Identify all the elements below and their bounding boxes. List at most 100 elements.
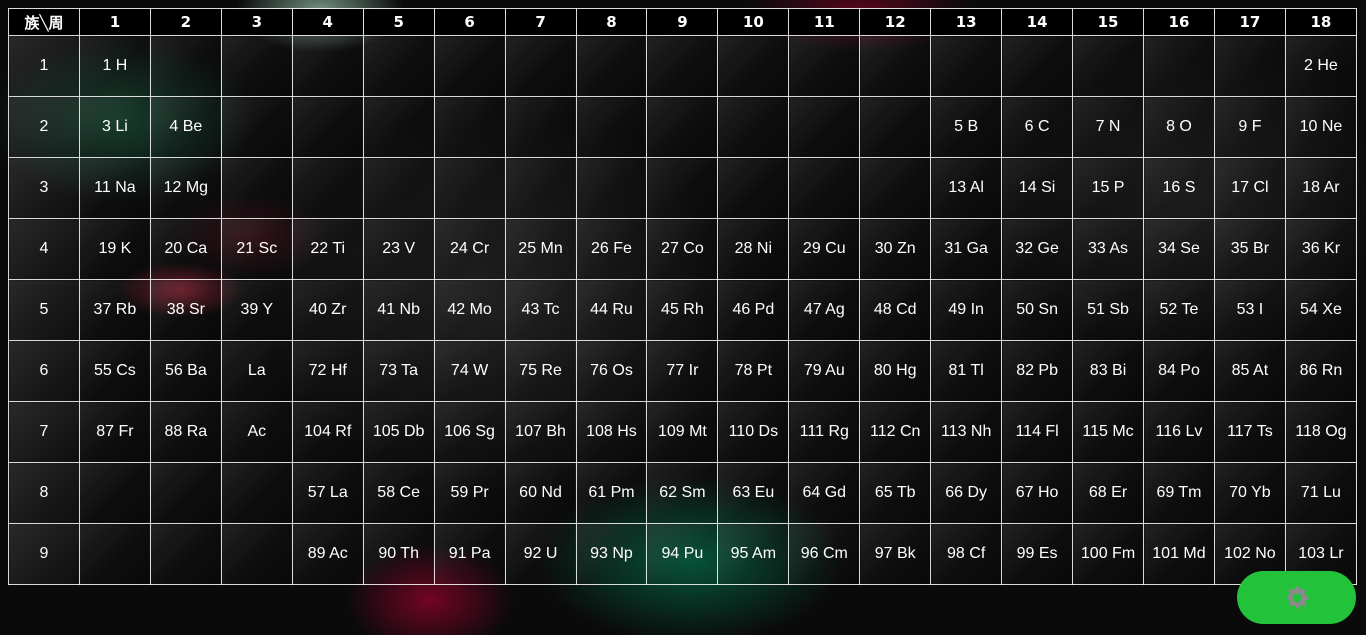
element-cell[interactable]: 60 Nd <box>504 462 577 524</box>
element-cell[interactable]: 85 At <box>1213 340 1286 402</box>
element-cell[interactable]: 4 Be <box>149 96 222 158</box>
element-cell[interactable]: 23 V <box>362 218 435 280</box>
element-cell[interactable]: 11 Na <box>78 157 151 219</box>
element-cell[interactable]: 116 Lv <box>1143 401 1215 463</box>
element-cell[interactable]: 115 Mc <box>1072 401 1144 463</box>
element-cell[interactable]: 47 Ag <box>788 279 861 341</box>
element-cell[interactable]: 98 Cf <box>930 523 1003 585</box>
element-cell[interactable]: 94 Pu <box>646 523 719 585</box>
element-cell[interactable]: 9 F <box>1213 96 1286 158</box>
element-cell[interactable]: 77 Ir <box>646 340 719 402</box>
element-cell[interactable]: 40 Zr <box>291 279 364 341</box>
element-cell[interactable]: 82 Pb <box>1001 340 1074 402</box>
element-cell[interactable]: 55 Cs <box>78 340 151 402</box>
element-cell[interactable]: 57 La <box>291 462 364 524</box>
element-cell[interactable]: 84 Po <box>1143 340 1215 402</box>
element-cell[interactable]: 104 Rf <box>291 401 364 463</box>
element-cell[interactable]: 99 Es <box>1001 523 1074 585</box>
element-cell[interactable]: 100 Fm <box>1072 523 1144 585</box>
element-cell[interactable]: 96 Cm <box>788 523 861 585</box>
element-cell[interactable]: 45 Rh <box>646 279 719 341</box>
element-cell[interactable]: 14 Si <box>1001 157 1074 219</box>
element-cell[interactable]: 6 C <box>1001 96 1074 158</box>
element-cell[interactable]: 89 Ac <box>291 523 364 585</box>
element-cell[interactable]: 34 Se <box>1143 218 1215 280</box>
element-cell[interactable]: 81 Tl <box>930 340 1003 402</box>
element-cell[interactable]: 61 Pm <box>575 462 648 524</box>
element-cell[interactable]: 79 Au <box>788 340 861 402</box>
element-cell[interactable]: 43 Tc <box>504 279 577 341</box>
element-cell[interactable]: 42 Mo <box>433 279 506 341</box>
element-cell[interactable]: 86 Rn <box>1284 340 1358 402</box>
element-cell[interactable]: 92 U <box>504 523 577 585</box>
element-cell[interactable]: 15 P <box>1072 157 1144 219</box>
element-cell[interactable]: 101 Md <box>1143 523 1215 585</box>
element-cell[interactable]: 16 S <box>1143 157 1215 219</box>
element-cell[interactable]: 20 Ca <box>149 218 222 280</box>
element-cell[interactable]: 74 W <box>433 340 506 402</box>
element-cell[interactable]: 5 B <box>930 96 1003 158</box>
element-cell[interactable]: 56 Ba <box>149 340 222 402</box>
element-cell[interactable]: 10 Ne <box>1284 96 1358 158</box>
element-cell[interactable]: 76 Os <box>575 340 648 402</box>
element-cell[interactable]: 21 Sc <box>220 218 293 280</box>
element-cell[interactable]: 78 Pt <box>717 340 790 402</box>
element-cell[interactable]: 65 Tb <box>859 462 932 524</box>
element-cell[interactable]: 36 Kr <box>1284 218 1358 280</box>
element-cell[interactable]: 88 Ra <box>149 401 222 463</box>
element-cell[interactable]: 112 Cn <box>859 401 932 463</box>
element-cell[interactable]: La <box>220 340 293 402</box>
element-cell[interactable]: 13 Al <box>930 157 1003 219</box>
element-cell[interactable]: 93 Np <box>575 523 648 585</box>
element-cell[interactable]: 69 Tm <box>1143 462 1215 524</box>
element-cell[interactable]: 107 Bh <box>504 401 577 463</box>
element-cell[interactable]: 3 Li <box>78 96 151 158</box>
element-cell[interactable]: 80 Hg <box>859 340 932 402</box>
element-cell[interactable]: 63 Eu <box>717 462 790 524</box>
element-cell[interactable]: 114 Fl <box>1001 401 1074 463</box>
element-cell[interactable]: 28 Ni <box>717 218 790 280</box>
element-cell[interactable]: 27 Co <box>646 218 719 280</box>
element-cell[interactable]: 25 Mn <box>504 218 577 280</box>
element-cell[interactable]: 53 I <box>1213 279 1286 341</box>
element-cell[interactable]: 35 Br <box>1213 218 1286 280</box>
settings-button[interactable] <box>1237 571 1356 624</box>
element-cell[interactable]: 46 Pd <box>717 279 790 341</box>
element-cell[interactable]: 24 Cr <box>433 218 506 280</box>
element-cell[interactable]: 1 H <box>78 35 151 97</box>
element-cell[interactable]: 26 Fe <box>575 218 648 280</box>
element-cell[interactable]: 18 Ar <box>1284 157 1358 219</box>
element-cell[interactable]: 31 Ga <box>930 218 1003 280</box>
element-cell[interactable]: 117 Ts <box>1213 401 1286 463</box>
element-cell[interactable]: 108 Hs <box>575 401 648 463</box>
element-cell[interactable]: 2 He <box>1284 35 1358 97</box>
element-cell[interactable]: 97 Bk <box>859 523 932 585</box>
element-cell[interactable]: 19 K <box>78 218 151 280</box>
element-cell[interactable]: 72 Hf <box>291 340 364 402</box>
element-cell[interactable]: 64 Gd <box>788 462 861 524</box>
element-cell[interactable]: 54 Xe <box>1284 279 1358 341</box>
element-cell[interactable]: 39 Y <box>220 279 293 341</box>
element-cell[interactable]: 75 Re <box>504 340 577 402</box>
element-cell[interactable]: 106 Sg <box>433 401 506 463</box>
element-cell[interactable]: 37 Rb <box>78 279 151 341</box>
element-cell[interactable]: 22 Ti <box>291 218 364 280</box>
element-cell[interactable]: 67 Ho <box>1001 462 1074 524</box>
element-cell[interactable]: 49 In <box>930 279 1003 341</box>
element-cell[interactable]: 30 Zn <box>859 218 932 280</box>
element-cell[interactable]: 87 Fr <box>78 401 151 463</box>
element-cell[interactable]: 17 Cl <box>1213 157 1286 219</box>
element-cell[interactable]: 90 Th <box>362 523 435 585</box>
element-cell[interactable]: 71 Lu <box>1284 462 1358 524</box>
element-cell[interactable]: 111 Rg <box>788 401 861 463</box>
element-cell[interactable]: 70 Yb <box>1213 462 1286 524</box>
element-cell[interactable]: 105 Db <box>362 401 435 463</box>
element-cell[interactable]: 44 Ru <box>575 279 648 341</box>
element-cell[interactable]: 50 Sn <box>1001 279 1074 341</box>
element-cell[interactable]: 58 Ce <box>362 462 435 524</box>
element-cell[interactable]: 118 Og <box>1284 401 1358 463</box>
element-cell[interactable]: 110 Ds <box>717 401 790 463</box>
element-cell[interactable]: 52 Te <box>1143 279 1215 341</box>
element-cell[interactable]: Ac <box>220 401 293 463</box>
element-cell[interactable]: 51 Sb <box>1072 279 1144 341</box>
